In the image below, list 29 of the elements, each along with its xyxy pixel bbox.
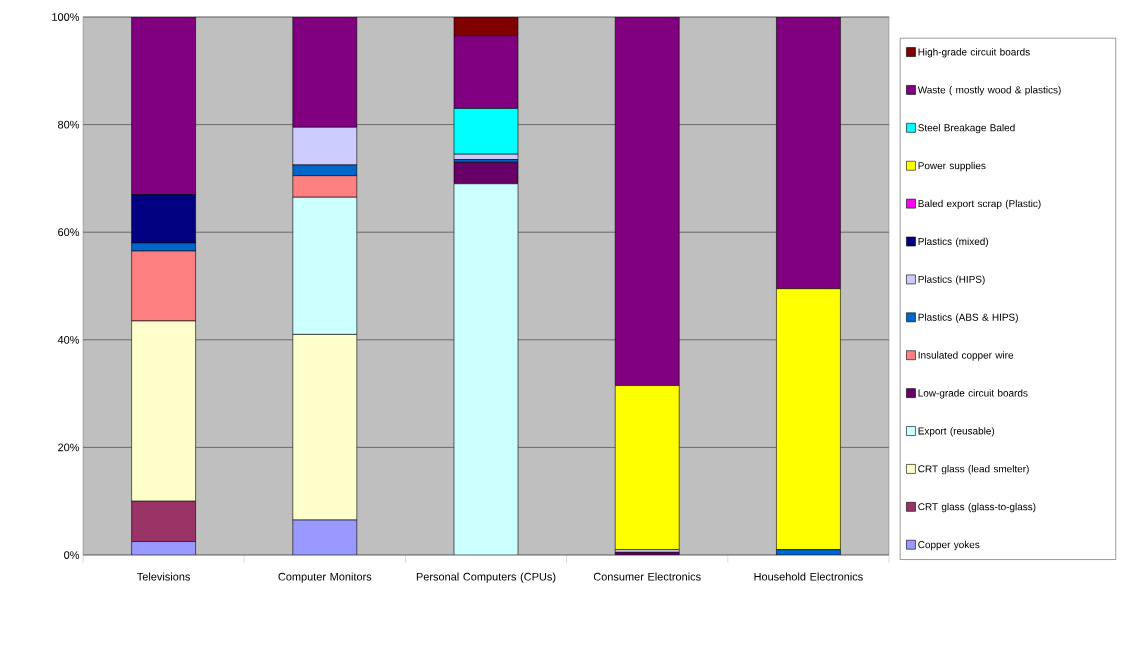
legend-label: Waste ( mostly wood & plastics) [917, 86, 1061, 96]
legend-label: Export (reusable) [918, 427, 995, 437]
legend-label: CRT glass (lead smelter) [918, 465, 1029, 475]
bar [453, 183, 519, 555]
bar [453, 161, 519, 185]
y-tick-label: 0% [64, 551, 80, 559]
legend-label: CRT glass (glass-to-glass) [918, 502, 1036, 513]
y-tick-label: 80% [58, 120, 80, 129]
y-tick-label: 20% [58, 443, 80, 452]
bar [292, 519, 358, 555]
y-tick-label: 100% [52, 13, 80, 21]
x-tick-label: Computer Monitors [278, 572, 372, 583]
y-tick-label: 60% [58, 228, 80, 237]
x-tick-label: Consumer Electronics [593, 572, 701, 581]
x-tick-label: Televisions [137, 572, 190, 581]
legend-label: High-grade circuit boards [918, 48, 1030, 58]
legend-label: Low-grade circuit boards [918, 389, 1028, 399]
legend-label: Copper yokes [918, 540, 980, 551]
legend-label: Baled export scrap (Plastic) [918, 199, 1041, 210]
x-tick-label: Personal Computers (CPUs) [416, 572, 556, 583]
bar [292, 196, 358, 335]
legend-label: Plastics (ABS & HIPS) [918, 313, 1018, 323]
legend-label: Power supplies [918, 161, 986, 172]
legend-label: Plastics (HIPS) [918, 275, 985, 285]
legend-label: Insulated copper wire [918, 351, 1014, 361]
x-tick-label: Household Electronics [754, 572, 863, 581]
legend-label: Plastics (mixed) [918, 237, 988, 247]
legend-label: Steel Breakage Baled [918, 123, 1015, 134]
y-tick-label: 40% [57, 335, 80, 344]
